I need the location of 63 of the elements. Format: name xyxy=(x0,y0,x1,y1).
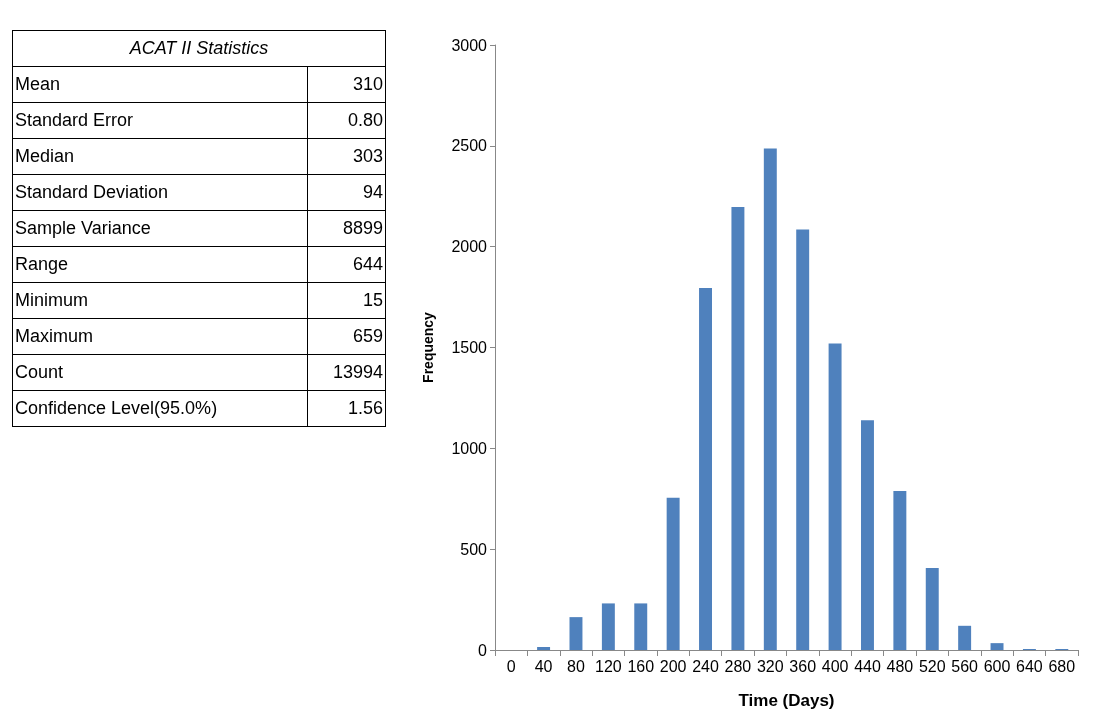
bar xyxy=(990,643,1004,650)
x-tick-label: 160 xyxy=(627,657,655,675)
text: 94 xyxy=(362,182,383,202)
x-tick-label: 680 xyxy=(1048,657,1076,675)
x-tick-label: 320 xyxy=(756,657,784,675)
bar xyxy=(731,206,745,650)
bar xyxy=(925,567,939,650)
category-label: Count xyxy=(12,354,308,391)
bar xyxy=(601,603,615,650)
bar xyxy=(537,646,551,650)
category-label: Mean xyxy=(12,66,308,103)
text: 8899 xyxy=(342,218,383,238)
bar xyxy=(666,497,680,650)
x-tick-label: 280 xyxy=(724,657,752,675)
bar xyxy=(958,625,972,650)
y-tick-label: 2500 xyxy=(451,137,488,155)
y-tick-label: 3000 xyxy=(451,36,488,54)
text: 659 xyxy=(352,326,383,346)
category-label: Standard Deviation xyxy=(12,174,308,211)
y-tick-label: 1500 xyxy=(451,339,488,356)
text: 13994 xyxy=(332,362,383,382)
x-tick-label: 120 xyxy=(595,657,622,675)
text: 15 xyxy=(362,290,383,310)
x-tick-label: 480 xyxy=(886,657,914,675)
x-tick-label: 560 xyxy=(951,657,979,675)
text: 303 xyxy=(352,146,383,166)
category-label: Maximum xyxy=(12,318,308,355)
x-tick-label: 0 xyxy=(506,657,516,675)
bar xyxy=(569,617,583,650)
bar xyxy=(893,491,907,650)
bar xyxy=(796,229,810,650)
category-label: Median xyxy=(12,138,308,175)
y-tick-label: 0 xyxy=(478,641,488,659)
category-label: Minimum xyxy=(12,282,308,319)
category-label: Standard Error xyxy=(12,102,308,139)
bar xyxy=(699,288,713,650)
category-label: Range xyxy=(12,246,308,283)
x-tick-label: 520 xyxy=(918,657,946,675)
text: 644 xyxy=(352,254,383,274)
text: 1.56 xyxy=(347,398,383,418)
y-tick-label: 500 xyxy=(460,540,488,558)
category-label: Confidence Level(95.0%) xyxy=(12,390,308,427)
y-tick-label: 1000 xyxy=(451,439,488,457)
x-tick-label: 440 xyxy=(854,657,881,675)
y-axis-title: Frequency xyxy=(420,311,436,383)
x-tick-label: 640 xyxy=(1016,657,1043,675)
bar xyxy=(763,148,777,650)
x-tick-label: 40 xyxy=(534,657,553,675)
bar xyxy=(828,343,842,650)
y-tick-label: 2000 xyxy=(451,238,488,256)
bar xyxy=(860,420,874,650)
x-tick-label: 360 xyxy=(789,657,817,675)
text: 0.80 xyxy=(347,110,383,130)
x-tick-label: 200 xyxy=(659,657,687,675)
x-tick-label: 240 xyxy=(692,657,719,675)
category-label: Sample Variance xyxy=(12,210,308,247)
text: 310 xyxy=(352,74,383,94)
text: ACAT II Statistics xyxy=(12,30,386,67)
bar xyxy=(634,603,648,650)
x-axis-title: Time (Days) xyxy=(738,691,835,710)
x-tick-label: 600 xyxy=(983,657,1011,675)
x-tick-label: 80 xyxy=(567,657,585,675)
x-tick-label: 400 xyxy=(821,657,849,675)
